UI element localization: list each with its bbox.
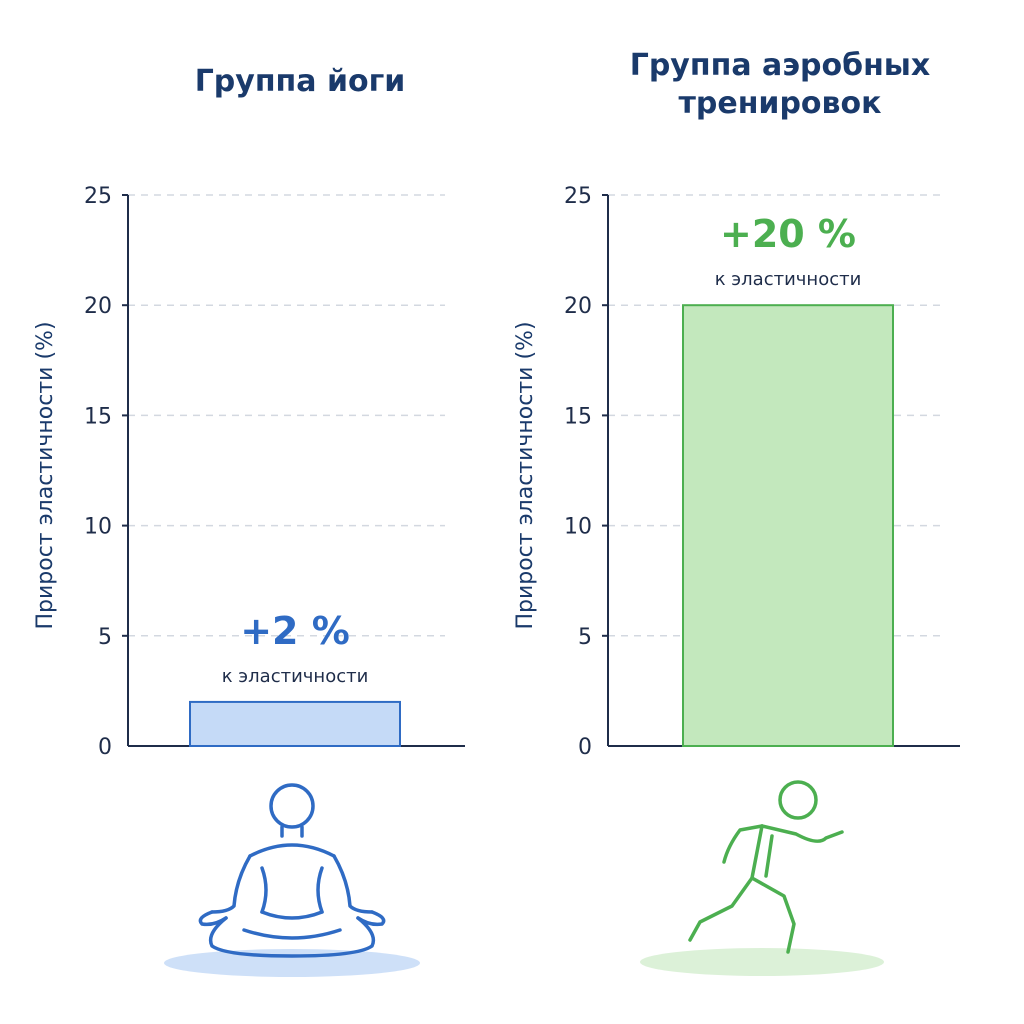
bar-value-label: +20 % <box>720 212 856 256</box>
y-tick-label: 5 <box>578 625 592 650</box>
y-tick-label: 0 <box>578 735 592 760</box>
bar-sub-label: к эластичности <box>715 269 862 290</box>
y-tick-label: 25 <box>84 184 112 209</box>
y-tick-label: 10 <box>564 515 592 540</box>
y-tick-label: 15 <box>564 404 592 429</box>
bar-sub-label: к эластичности <box>222 666 369 687</box>
grid-lines <box>122 194 445 637</box>
running-icon <box>640 780 884 976</box>
meditation-icon <box>164 783 420 977</box>
chart-panel-aerobic: 0 5 10 15 20 25 Прирост эластичности (%) +20 … <box>513 184 960 760</box>
y-axis-label: Прирост эластичности (%) <box>33 321 58 629</box>
y-tick-label: 20 <box>564 294 592 319</box>
y-tick-label: 20 <box>84 294 112 319</box>
bar-yoga <box>189 700 401 747</box>
y-tick-label: 25 <box>564 184 592 209</box>
bar-aerobic <box>682 304 894 747</box>
y-tick-labels: 0 5 10 15 20 25 <box>84 184 112 760</box>
y-tick-labels: 0 5 10 15 20 25 <box>564 184 592 760</box>
chart-title-yoga: Группа йоги <box>194 64 406 99</box>
y-tick-label: 10 <box>84 515 112 540</box>
y-axis-label: Прирост эластичности (%) <box>513 321 538 629</box>
chart-panel-yoga: 0 5 10 15 20 25 Прирост эластичности (%) +2 %… <box>33 184 465 760</box>
y-tick-label: 0 <box>98 735 112 760</box>
chart-title-aerobic: Группа аэробных тренировок <box>629 48 931 121</box>
bar-value-label: +2 % <box>240 609 350 653</box>
y-tick-label: 5 <box>98 625 112 650</box>
y-tick-label: 15 <box>84 404 112 429</box>
